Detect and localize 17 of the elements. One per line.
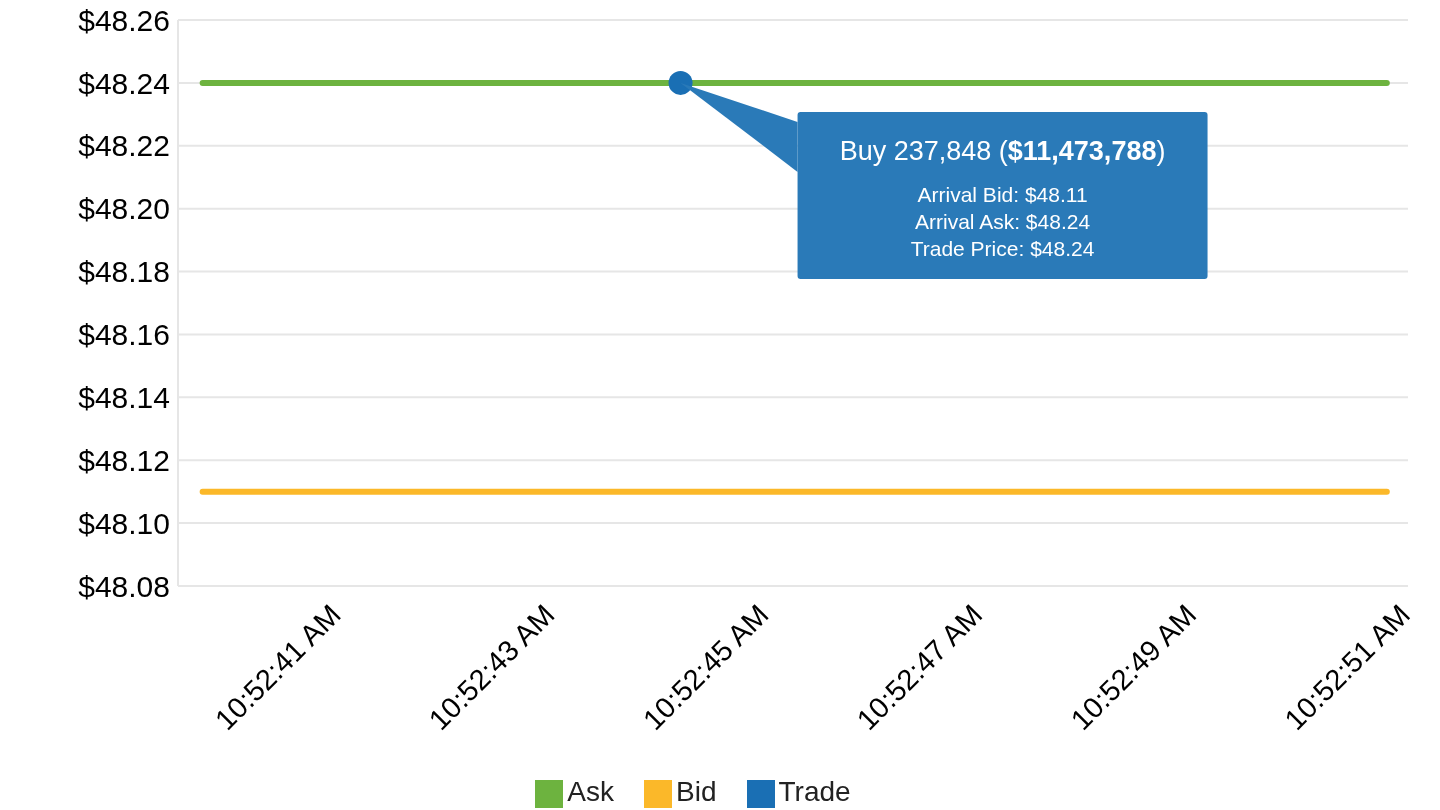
y-tick-label: $48.24 (78, 66, 170, 100)
y-tick-label: $48.08 (78, 569, 170, 603)
annotation: Trade Price: $48.24 (910, 236, 1095, 260)
y-tick-label: $48.16 (78, 318, 170, 352)
y-tick-label: $48.10 (78, 506, 170, 540)
annotation: Arrival Ask: $48.24 (915, 209, 1091, 233)
y-tick-label: $48.22 (78, 129, 170, 163)
annotation: Buy 237,848 ($11,473,788) (839, 135, 1166, 166)
legend-label: Bid (676, 776, 717, 807)
annotation: Arrival Bid: $48.11 (917, 182, 1088, 206)
y-tick-label: $48.20 (78, 192, 170, 226)
y-tick-label: $48.14 (78, 380, 170, 414)
y-tick-label: $48.12 (78, 443, 170, 477)
y-tick-label: $48.18 (78, 255, 170, 289)
legend-label: Trade (778, 776, 851, 807)
legend-label: Ask (567, 776, 615, 807)
y-tick-label: $48.26 (78, 3, 170, 37)
